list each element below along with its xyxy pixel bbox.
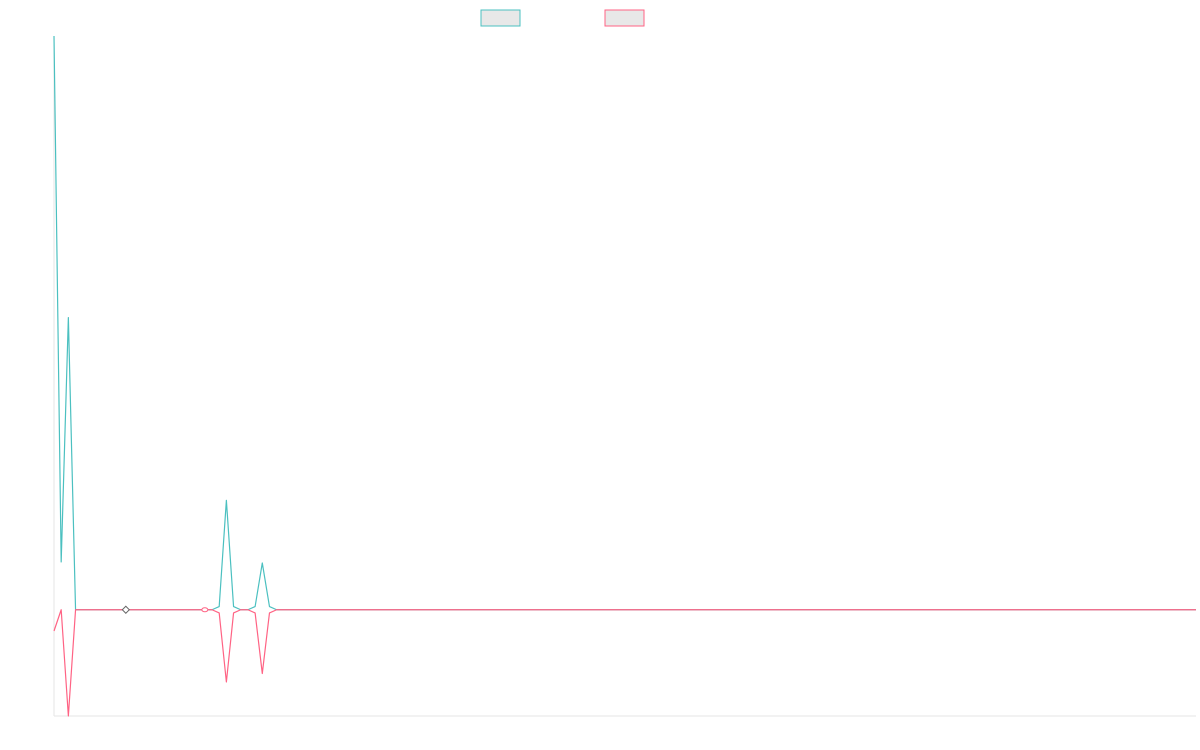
series-layer [53, 35, 1196, 717]
data-point-marker-1 [121, 605, 131, 614]
series-line-1 [53, 35, 1196, 611]
legend-swatch-2 [604, 9, 645, 27]
legend-swatch-1 [480, 9, 521, 27]
data-point-marker-2 [201, 607, 209, 613]
legend [480, 9, 645, 27]
series-line-2 [53, 609, 1196, 717]
axes [53, 36, 1196, 717]
marker-layer [121, 605, 209, 614]
